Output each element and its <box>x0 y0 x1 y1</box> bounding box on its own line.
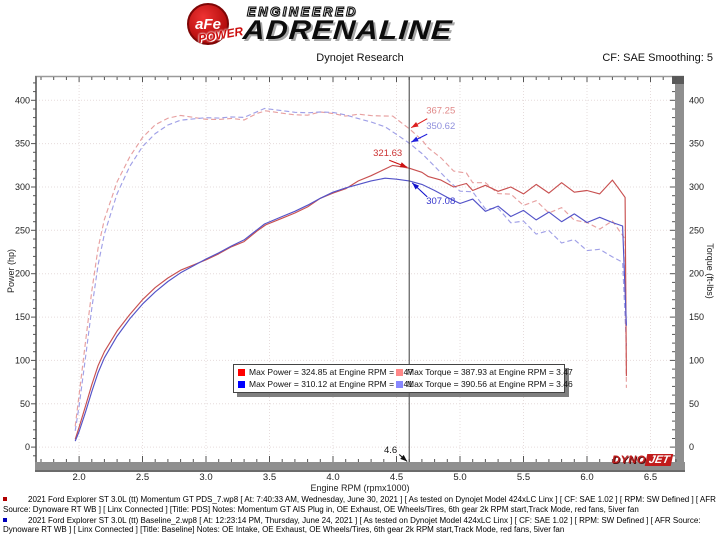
cursor-rpm-label: 4.6 <box>384 445 397 456</box>
run-entry-text: 2021 Ford Explorer ST 3.0L (tt) Baseline… <box>3 515 701 535</box>
gridlines <box>36 76 675 461</box>
dynojet-logo: DYNO JET <box>612 454 674 466</box>
y-tick-label-left: 100 <box>15 355 30 365</box>
pink-swatch-icon <box>396 369 403 377</box>
x-tick-label: 6.5 <box>644 472 657 483</box>
y-tick-label-right: 250 <box>689 225 704 235</box>
y-tick-label-right: 150 <box>689 312 704 322</box>
afe-adrenaline-logo: aFe POWER ENGINEERED ADRENALINE <box>185 1 575 49</box>
plot-bottom-bar-edge <box>35 470 685 472</box>
y-axis-label-right: Torque (ft-lbs) <box>705 243 715 299</box>
x-tick-label: 5.0 <box>453 472 466 483</box>
y-tick-label-left: 400 <box>15 95 30 105</box>
x-tick-label: 4.0 <box>326 472 339 483</box>
dynojet-logo-jet: JET <box>644 454 674 466</box>
legend-box: Max Power = 324.85 at Engine RPM = 4.47 … <box>233 364 573 393</box>
y-tick-label-right: 200 <box>689 269 704 279</box>
legend-item-max-torque-baseline: Max Torque = 390.56 at Engine RPM = 3.46 <box>396 379 573 391</box>
cursor: 4.6 <box>384 77 410 462</box>
y-tick-label-left: 150 <box>15 312 30 322</box>
y-tick-label-right: 350 <box>689 139 704 149</box>
y-tick-label-right: 50 <box>689 399 699 409</box>
x-tick-label: 2.0 <box>72 472 85 483</box>
y-tick-label-left: 300 <box>15 182 30 192</box>
report-title: Dynojet Research <box>316 52 404 64</box>
lightblue-swatch-icon <box>396 380 403 388</box>
curves <box>74 107 627 442</box>
run-bullet-blue-icon <box>3 517 7 522</box>
blue-swatch-icon <box>238 380 245 388</box>
plot-right-bar <box>675 77 684 472</box>
smoothing-setting-label: CF: SAE Smoothing: 5 <box>602 52 713 64</box>
engineered-text: ENGINEERED <box>246 3 358 19</box>
y-tick-label-left: 350 <box>15 139 30 149</box>
axis-labels: Power (hp) Torque (ft-lbs) Engine RPM (r… <box>6 95 715 493</box>
plot-bottom-bar <box>35 462 685 472</box>
x-tick-label: 3.5 <box>263 472 276 483</box>
legend-text: Max Torque = 390.56 at Engine RPM = 3.46 <box>407 378 573 389</box>
legend-text: Max Power = 310.12 at Engine RPM = 4.41 <box>249 378 413 389</box>
cursor-value-321.63: 321.63 <box>373 148 402 159</box>
legend-text: Max Power = 324.85 at Engine RPM = 4.47 <box>249 367 413 377</box>
x-tick-label: 6.0 <box>580 472 593 483</box>
axis-ticks <box>31 77 677 462</box>
adrenaline-text: ADRENALINE <box>241 15 454 45</box>
run-bullet-red-icon <box>3 497 7 501</box>
x-tick-label: 4.5 <box>390 472 403 483</box>
run-entry-text: 2021 Ford Explorer ST 3.0L (tt) Momentum… <box>3 495 716 514</box>
afe-power-logo-icon: aFe <box>187 3 229 45</box>
legend-item-max-power-baseline: Max Power = 310.12 at Engine RPM = 4.41 <box>238 379 413 391</box>
y-tick-label-left: 0 <box>25 442 30 452</box>
curve-pds-torque <box>74 110 627 427</box>
y-tick-label-right: 400 <box>689 95 704 105</box>
x-tick-label: 3.0 <box>199 472 212 483</box>
y-tick-label-left: 200 <box>15 269 30 279</box>
curve-pds-power <box>74 164 627 440</box>
run-entry-baseline: 2021 Ford Explorer ST 3.0L (tt) Baseline… <box>3 516 717 535</box>
x-tick-label: 2.5 <box>136 472 149 483</box>
legend-item-max-torque-pds: Max Torque = 387.93 at Engine RPM = 3.47 <box>396 367 573 379</box>
legend-item-max-power-pds: Max Power = 324.85 at Engine RPM = 4.47 <box>238 367 413 379</box>
run-info: 2021 Ford Explorer ST 3.0L (tt) Momentum… <box>3 495 717 536</box>
cursor-value-350.62: 350.62 <box>426 121 455 132</box>
curve-baseline-power <box>74 177 627 442</box>
plot-corner-cap <box>672 76 684 84</box>
y-tick-label-left: 250 <box>15 225 30 235</box>
y-tick-label-left: 50 <box>20 399 30 409</box>
cursor-value-367.25: 367.25 <box>426 106 455 117</box>
run-entry-pds: 2021 Ford Explorer ST 3.0L (tt) Momentum… <box>3 495 717 514</box>
y-tick-label-right: 300 <box>689 182 704 192</box>
red-swatch-icon <box>238 369 245 377</box>
legend-text: Max Torque = 387.93 at Engine RPM = 3.47 <box>407 367 573 377</box>
cursor-value-307.08: 307.08 <box>426 196 455 207</box>
y-tick-label-right: 100 <box>689 355 704 365</box>
cursor-annotations: 367.25 350.62 321.63 307.08 <box>373 106 455 207</box>
y-axis-label-left: Power (hp) <box>6 249 16 293</box>
dynojet-logo-dyno: DYNO <box>612 454 646 466</box>
y-tick-label-right: 0 <box>689 442 694 452</box>
x-tick-label: 5.5 <box>517 472 530 483</box>
x-axis-label: Engine RPM (rpmx1000) <box>310 483 409 493</box>
